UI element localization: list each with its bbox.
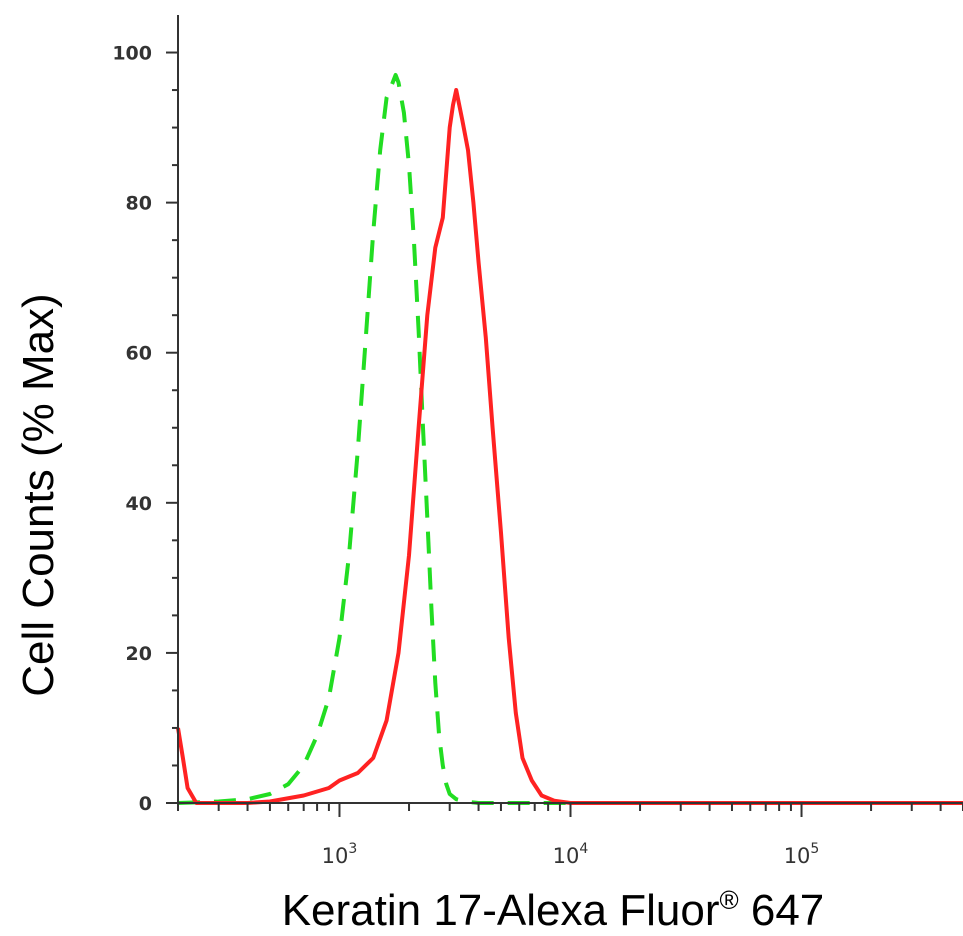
x-axis-title-main: Keratin 17-Alexa Fluor	[282, 886, 720, 935]
control-series-line	[177, 73, 963, 805]
y-tick-label: 80	[126, 193, 152, 215]
y-tick-label: 100	[112, 43, 152, 65]
x-axis-title: Keratin 17-Alexa Fluor® 647	[282, 885, 825, 935]
y-tick-label: 20	[126, 643, 152, 665]
y-tick-label: 60	[126, 343, 152, 365]
x-ticks: 103 104 105	[177, 803, 963, 868]
x-axis-title-superscript: ®	[719, 885, 738, 915]
x-axis-title-suffix: 647	[739, 886, 825, 935]
keratin-series-line	[176, 88, 963, 805]
y-axis-title: Cell Counts (% Max)	[14, 293, 63, 696]
y-tick-label: 40	[126, 493, 152, 515]
x-tick-label: 105	[784, 841, 820, 868]
y-ticks: 0 20 40 60 80 100	[112, 43, 178, 815]
x-tick-label: 104	[553, 841, 589, 868]
x-tick-label: 103	[322, 841, 358, 868]
y-tick-label: 0	[139, 793, 152, 815]
series-layer	[176, 73, 963, 805]
